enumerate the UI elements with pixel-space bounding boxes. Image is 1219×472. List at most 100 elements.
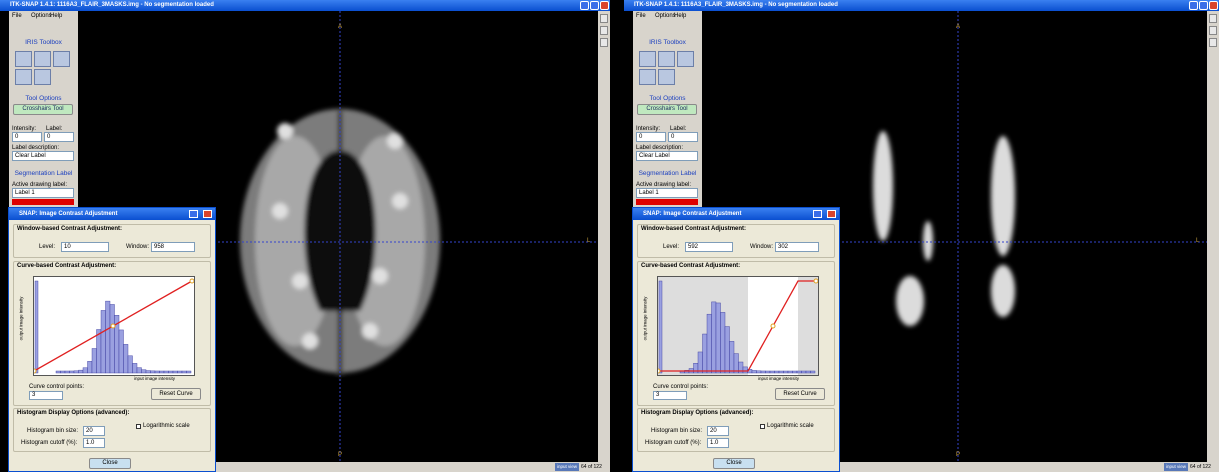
window-button[interactable] [813, 210, 822, 218]
window-button[interactable] [1189, 1, 1198, 10]
tool-button[interactable] [34, 69, 51, 85]
tool-button[interactable] [677, 51, 694, 67]
histogram-bin [163, 370, 169, 374]
menu-item[interactable]: Help [50, 13, 63, 19]
window-button[interactable] [189, 210, 198, 218]
color-swatch [12, 199, 74, 205]
menu-item[interactable]: Options [655, 13, 676, 19]
histogram-bin [702, 333, 708, 374]
tool-button[interactable]: Crosshairs Tool [13, 104, 73, 115]
dropdown[interactable]: Label 1 [12, 188, 74, 198]
text-field: 1.0 [707, 438, 729, 448]
text-field: 0 [12, 132, 42, 142]
close-button[interactable]: Close [713, 458, 755, 469]
section-title: Window-based Contrast Adjustment: [17, 226, 123, 232]
view-button[interactable] [1209, 38, 1217, 47]
title-bar: ITK-SNAP 1.4.1: 1116A3_FLAIR_3MASKS.img … [624, 0, 1219, 11]
tool-button[interactable] [15, 51, 32, 67]
checkbox-label: Logarithmic scale [767, 423, 814, 429]
menu-item[interactable]: File [12, 13, 22, 19]
dropdown[interactable]: Label 1 [636, 188, 698, 198]
view-button[interactable] [600, 14, 608, 23]
tool-button[interactable] [15, 69, 32, 85]
histogram-bin [118, 329, 124, 374]
side-toolbar [1207, 11, 1219, 462]
view-button[interactable] [600, 38, 608, 47]
histogram-bin [801, 370, 807, 374]
window-button[interactable] [827, 210, 836, 218]
tool-button[interactable] [658, 51, 675, 67]
control-point [110, 323, 116, 329]
histogram-bin [100, 310, 106, 374]
view-button[interactable] [1209, 14, 1217, 23]
field-label: Label: [670, 126, 687, 132]
tool-button[interactable] [658, 69, 675, 85]
histogram-bin [69, 370, 75, 374]
histogram-bin [141, 369, 147, 374]
tool-button[interactable] [53, 51, 70, 67]
status-button[interactable]: input view [555, 463, 579, 471]
menu-item[interactable]: Help [674, 13, 687, 19]
checkbox-label: Logarithmic scale [143, 423, 190, 429]
window-button[interactable] [600, 1, 609, 10]
spinner[interactable]: 3 [29, 391, 63, 400]
text-field: 0 [636, 132, 666, 142]
tool-button[interactable] [639, 69, 656, 85]
section-title: Curve-based Contrast Adjustment: [17, 263, 117, 269]
contrast-dialog: SNAP: Image Contrast Adjustment Window-ba… [632, 207, 840, 472]
histogram-bin [706, 313, 712, 374]
histogram-bin [733, 353, 739, 374]
histogram-bin [715, 302, 721, 374]
histogram-bin [64, 370, 70, 374]
reset-button[interactable]: Reset Curve [151, 388, 201, 400]
orientation-label: P [338, 452, 343, 458]
status-bar [702, 462, 1219, 472]
menu-item[interactable]: File [636, 13, 646, 19]
histogram-bin [159, 370, 165, 374]
histogram-bin [154, 370, 160, 374]
field-label: Window: [750, 244, 774, 250]
field-label: Label description: [636, 145, 684, 151]
histogram-bin [177, 370, 183, 374]
menu-item[interactable]: Options [31, 13, 52, 19]
window-button[interactable] [1199, 1, 1208, 10]
histogram-bin [73, 370, 79, 374]
histogram-bin [181, 370, 187, 374]
field-label: Window: [126, 244, 150, 250]
text-field: 958 [151, 242, 195, 252]
curve-plot [657, 276, 819, 376]
spinner[interactable]: 3 [653, 391, 687, 400]
tool-button[interactable]: Crosshairs Tool [637, 104, 697, 115]
checkbox[interactable] [136, 424, 141, 429]
view-button[interactable] [600, 26, 608, 35]
text-field: Clear Label [12, 151, 74, 161]
histogram-bin [769, 370, 775, 374]
orientation-label: L [587, 238, 591, 244]
window-button[interactable] [590, 1, 599, 10]
tool-button[interactable] [639, 51, 656, 67]
section-title: Segmentation Label [14, 170, 73, 177]
axis-label: output image intensity [642, 296, 648, 341]
window-button[interactable] [203, 210, 212, 218]
section-title: Tool Options [25, 95, 62, 102]
dialog-title-bar: SNAP: Image Contrast Adjustment [9, 208, 215, 220]
view-button[interactable] [1209, 26, 1217, 35]
reset-button[interactable]: Reset Curve [775, 388, 825, 400]
histogram-bin [87, 361, 93, 374]
field-label: Histogram cutoff (%): [21, 440, 78, 446]
status-button[interactable]: input view [1164, 463, 1188, 471]
field-label: Level: [39, 244, 56, 250]
window-button[interactable] [580, 1, 589, 10]
histogram-bin [150, 370, 156, 374]
close-button[interactable]: Close [89, 458, 131, 469]
window-button[interactable] [1209, 1, 1218, 10]
field-label: Active drawing label: [636, 182, 692, 188]
tool-button[interactable] [34, 51, 51, 67]
contrast-dialog: SNAP: Image Contrast Adjustment Window-ba… [8, 207, 216, 472]
field-label: Histogram cutoff (%): [645, 440, 702, 446]
histogram-bin [78, 369, 84, 374]
control-point [34, 368, 37, 374]
checkbox[interactable] [760, 424, 765, 429]
histogram-bin [810, 370, 816, 374]
dialog-title-bar: SNAP: Image Contrast Adjustment [633, 208, 839, 220]
